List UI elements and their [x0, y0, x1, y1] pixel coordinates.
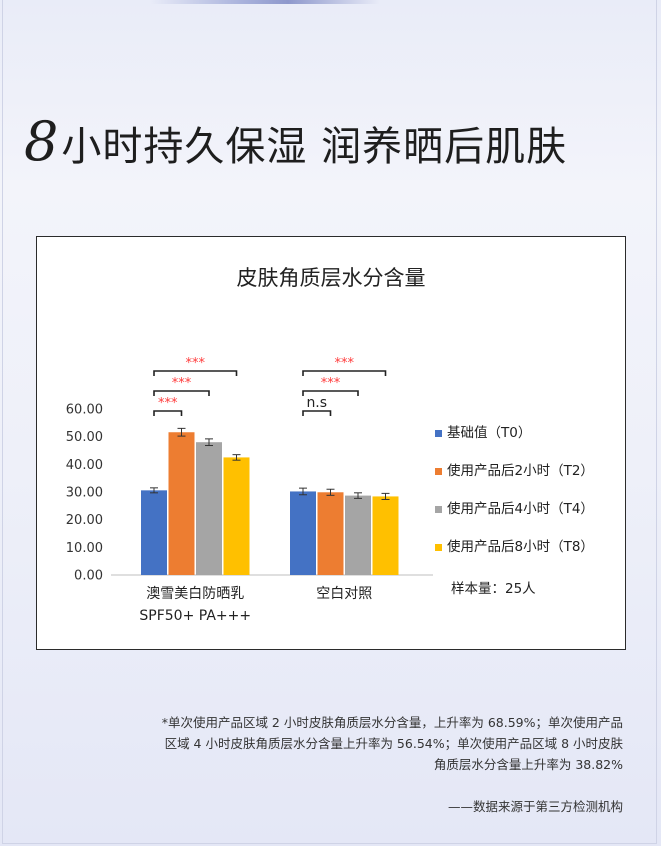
significance-bracket [153, 410, 183, 416]
significance-label: *** [172, 376, 192, 391]
source-note: ——数据来源于第三方检测机构 [447, 799, 623, 814]
bar [223, 457, 250, 575]
headline-text: 小时持久保湿 润养晒后肌肤 [61, 124, 568, 170]
y-tick-label: 30.00 [66, 486, 103, 501]
legend-swatch [435, 468, 442, 475]
significance-bracket [302, 370, 387, 376]
legend-label: 使用产品后4小时（T4） [447, 500, 594, 517]
bar [290, 491, 316, 575]
y-tick-label: 50.00 [66, 430, 103, 445]
significance-bracket [153, 390, 210, 396]
y-tick-label: 0.00 [74, 569, 103, 584]
chart-panel: 皮肤角质层水分含量 0.00 10.00 20.00 30.00 40.00 50.00 60… [36, 236, 626, 650]
significance-label: *** [321, 376, 341, 391]
y-tick-label: 60.00 [66, 403, 103, 418]
y-tick-label: 20.00 [66, 513, 103, 528]
category-label: SPF50+ PA+++ [139, 608, 251, 624]
y-tick-label: 10.00 [66, 541, 103, 556]
bar [168, 432, 195, 575]
category-label: 空白对照 [316, 586, 372, 602]
headline-number: 8 [24, 110, 60, 173]
footnote: *单次使用产品区域 2 小时皮肤角质层水分含量，上升率为 68.59%；单次使用… [161, 715, 623, 772]
legend-label: 基础值（T0） [447, 424, 531, 441]
bar-chart: 皮肤角质层水分含量 0.00 10.00 20.00 30.00 40.00 50.00 60… [66, 266, 594, 624]
significance-label: *** [158, 396, 178, 411]
bar [372, 496, 399, 575]
legend-label: 使用产品后2小时（T2） [447, 462, 594, 479]
bar [196, 442, 222, 575]
significance-bracket [302, 390, 359, 396]
significance-label: *** [186, 356, 206, 371]
bar [141, 490, 167, 575]
significance-label: *** [335, 356, 355, 371]
sample-size-note: 样本量：25人 [451, 581, 536, 597]
top-accent-line [150, 0, 380, 4]
significance-label: n.s [306, 395, 327, 411]
y-tick-label: 40.00 [66, 458, 103, 473]
significance-bracket [153, 370, 238, 376]
legend-swatch [435, 544, 442, 551]
legend-swatch [435, 506, 442, 513]
category-label: 澳雪美白防晒乳 [146, 586, 244, 602]
chart-title: 皮肤角质层水分含量 [237, 266, 426, 290]
bar [345, 495, 371, 575]
legend-swatch [435, 430, 442, 437]
bar [317, 492, 344, 575]
headline: 8小时持久保湿 润养晒后肌肤 [24, 112, 644, 177]
legend-label: 使用产品后8小时（T8） [447, 538, 594, 555]
significance-bracket [302, 410, 332, 416]
